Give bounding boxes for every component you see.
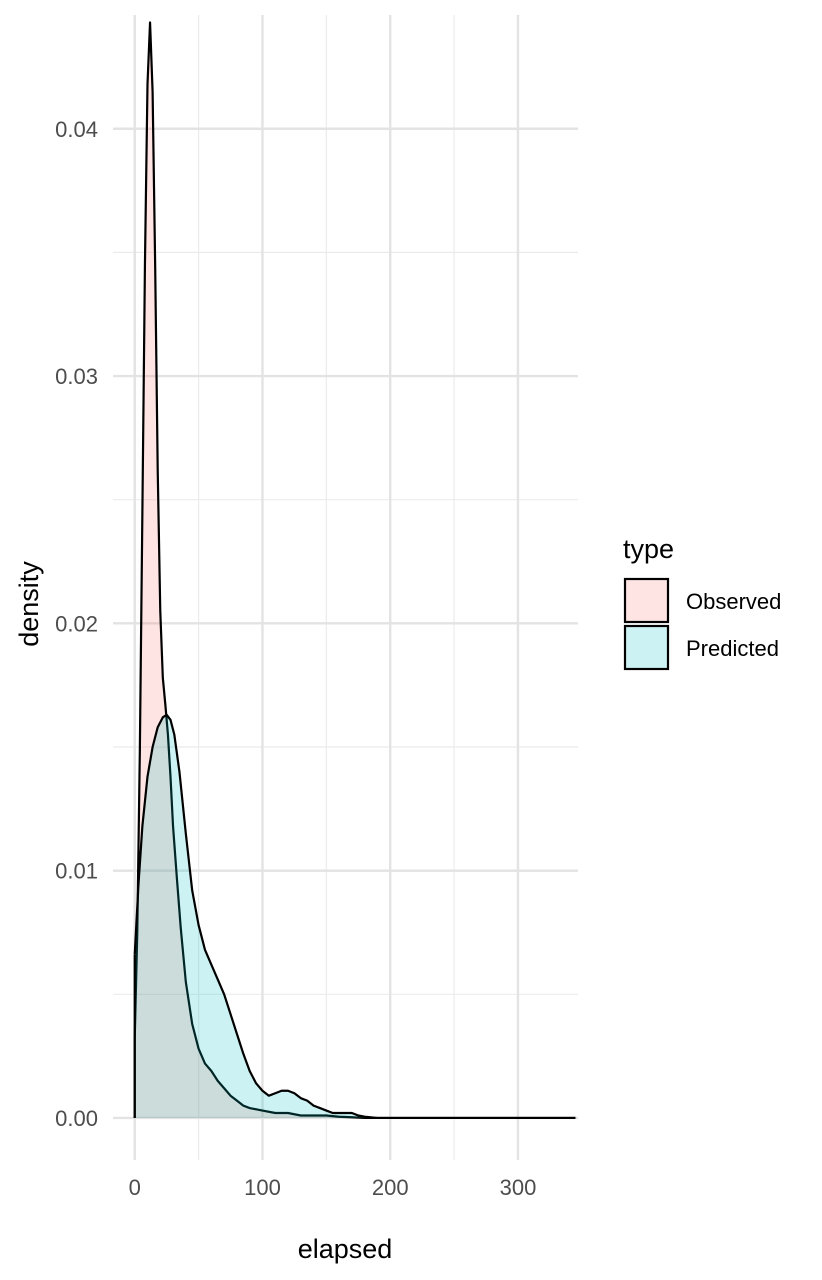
legend-key-predicted-bg	[625, 626, 668, 669]
x-tick-label: 200	[372, 1175, 409, 1200]
legend-label-predicted: Predicted	[686, 636, 779, 661]
x-axis-title: elapsed	[298, 1234, 393, 1264]
legend-key-predicted	[623, 624, 670, 671]
y-tick-label: 0.00	[55, 1106, 98, 1131]
major-gridlines	[113, 15, 578, 1160]
x-axis-tick-labels: 0 100 200 300	[129, 1175, 537, 1200]
legend-title: type	[623, 534, 674, 564]
legend-key-observed-bg	[625, 579, 668, 622]
legend-key-observed	[623, 577, 670, 624]
legend-label-observed: Observed	[686, 589, 781, 614]
observed-density-line	[133, 21, 576, 1120]
y-tick-label: 0.03	[55, 364, 98, 389]
density-areas	[133, 21, 576, 1120]
y-tick-label: 0.01	[55, 859, 98, 884]
x-tick-label: 300	[500, 1175, 537, 1200]
x-tick-label: 0	[129, 1175, 141, 1200]
legend: type Observed Predicted	[623, 534, 781, 671]
predicted-density-fill	[134, 714, 576, 1118]
x-tick-label: 100	[244, 1175, 281, 1200]
y-axis-tick-labels: 0.00 0.01 0.02 0.03 0.04	[55, 117, 98, 1131]
y-tick-label: 0.04	[55, 117, 98, 142]
predicted-density-line	[133, 713, 576, 1120]
minor-gridlines	[113, 15, 578, 1160]
y-axis-title: density	[14, 561, 44, 647]
observed-density-fill	[134, 22, 576, 1118]
y-tick-label: 0.02	[55, 611, 98, 636]
